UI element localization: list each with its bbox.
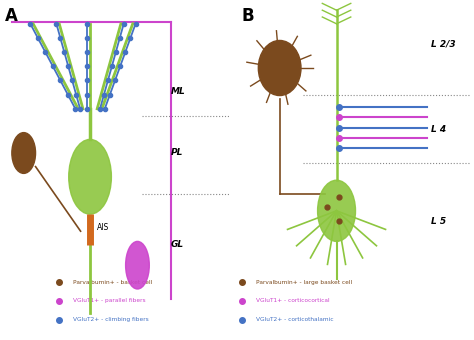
Text: VGluT1+ - parallel fibers: VGluT1+ - parallel fibers bbox=[73, 299, 146, 303]
Text: L 5: L 5 bbox=[431, 217, 447, 225]
Ellipse shape bbox=[258, 40, 301, 96]
Text: PL: PL bbox=[171, 149, 183, 157]
Text: B: B bbox=[242, 7, 255, 25]
Text: A: A bbox=[5, 7, 18, 25]
Ellipse shape bbox=[126, 241, 149, 289]
Text: Parvalbumin+ - large basket cell: Parvalbumin+ - large basket cell bbox=[256, 280, 352, 285]
Text: ML: ML bbox=[171, 87, 185, 96]
Text: AIS: AIS bbox=[97, 223, 109, 232]
Ellipse shape bbox=[318, 180, 356, 241]
Text: GL: GL bbox=[171, 240, 184, 249]
Text: VGluT2+ - climbing fibers: VGluT2+ - climbing fibers bbox=[73, 317, 149, 322]
Ellipse shape bbox=[69, 139, 111, 214]
Ellipse shape bbox=[12, 133, 36, 173]
Text: VGluT1+ - corticocortical: VGluT1+ - corticocortical bbox=[256, 299, 329, 303]
Text: VGluT2+ - corticothalamic: VGluT2+ - corticothalamic bbox=[256, 317, 334, 322]
Text: Parvalbumin+ - basket cell: Parvalbumin+ - basket cell bbox=[73, 280, 153, 285]
Text: L 4: L 4 bbox=[431, 125, 447, 134]
Text: L 2/3: L 2/3 bbox=[431, 40, 456, 49]
